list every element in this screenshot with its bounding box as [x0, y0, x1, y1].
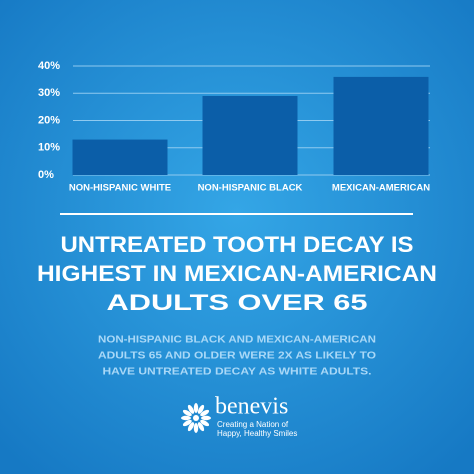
x-tick-label: MEXICAN-AMERICAN — [332, 183, 430, 194]
body-text: NON-HISPANIC BLACK AND MEXICAN-AMERICAN — [98, 335, 376, 346]
petal — [201, 415, 211, 421]
body-text: ADULTS 65 AND OLDER WERE 2X AS LIKELY TO — [98, 351, 376, 362]
petal — [182, 409, 192, 417]
petal — [197, 404, 205, 414]
petal — [200, 419, 210, 427]
y-tick-label: 10% — [38, 142, 60, 154]
x-tick-label: NON-HISPANIC WHITE — [69, 183, 171, 194]
body-text: HAVE UNTREATED DECAY AS WHITE ADULTS. — [103, 367, 372, 378]
petal — [193, 423, 199, 433]
bar — [72, 139, 168, 175]
bar — [333, 76, 429, 175]
logo-icon — [181, 403, 211, 433]
headline: HIGHEST IN MEXICAN-AMERICAN — [37, 261, 437, 286]
petal — [197, 422, 205, 432]
petal — [187, 422, 195, 432]
brand-tagline: Creating a Nation of — [217, 420, 289, 429]
y-tick-label: 20% — [38, 114, 60, 126]
y-tick-label: 0% — [38, 169, 54, 181]
y-tick-label: 40% — [38, 60, 60, 72]
headline: ADULTS OVER 65 — [107, 290, 368, 315]
petal — [181, 415, 191, 421]
bar — [202, 95, 298, 175]
x-tick-label: NON-HISPANIC BLACK — [198, 183, 303, 194]
petal — [182, 419, 192, 427]
petal — [187, 404, 195, 414]
brand-name: benevis — [215, 394, 288, 420]
headline: UNTREATED TOOTH DECAY IS — [61, 232, 414, 257]
brand-tagline: Happy, Healthy Smiles — [217, 429, 297, 438]
petal — [200, 409, 210, 417]
petal — [193, 403, 199, 413]
y-tick-label: 30% — [38, 87, 60, 99]
